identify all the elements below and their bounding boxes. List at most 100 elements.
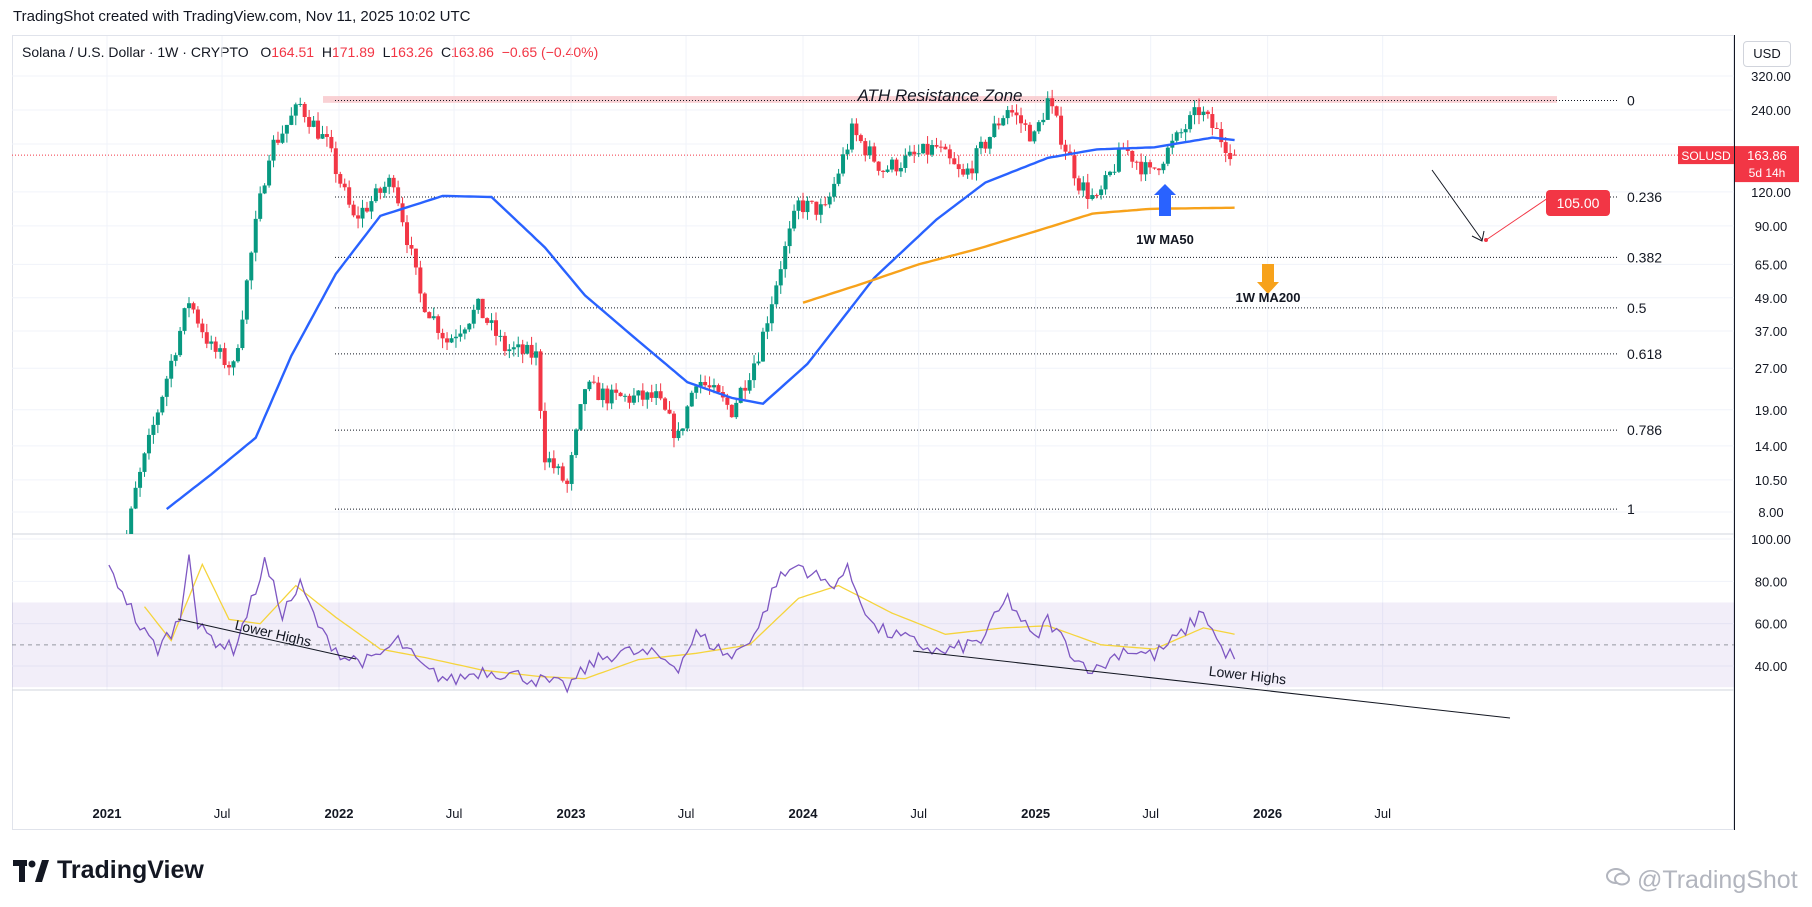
candle-body bbox=[195, 309, 200, 324]
candle-body bbox=[316, 120, 321, 139]
candle-body bbox=[480, 298, 485, 319]
ma50-label: 1W MA50 bbox=[1136, 232, 1194, 247]
candle-body bbox=[1081, 182, 1086, 191]
candle-body bbox=[618, 392, 623, 397]
fib-level-label: 0.236 bbox=[1627, 189, 1662, 205]
candle-body bbox=[845, 149, 850, 155]
candle-body bbox=[222, 348, 227, 366]
candle-body bbox=[1108, 171, 1113, 176]
candle-body bbox=[1201, 111, 1206, 116]
price-tag: 163.86 bbox=[1747, 148, 1787, 163]
candle-body bbox=[1196, 107, 1201, 116]
candle-body bbox=[787, 228, 792, 247]
time-tick-label: 2023 bbox=[557, 806, 586, 821]
candle-body bbox=[654, 391, 659, 398]
candle-body bbox=[774, 285, 779, 305]
fib-level-label: 1 bbox=[1627, 501, 1635, 517]
candle-body bbox=[125, 536, 129, 563]
candle-body bbox=[965, 168, 970, 175]
candle-body bbox=[1130, 150, 1135, 162]
candle-body bbox=[925, 143, 930, 155]
symbol-name[interactable]: Solana / U.S. Dollar · 1W · CRYPTO bbox=[22, 44, 249, 60]
candle-body bbox=[885, 169, 890, 172]
rsi-ma-line bbox=[143, 562, 1235, 680]
candle-body bbox=[658, 391, 663, 399]
price-tick-label: 65.00 bbox=[1755, 257, 1788, 272]
ath-zone-label: ATH Resistance Zone bbox=[856, 86, 1022, 105]
candle-body bbox=[600, 388, 605, 401]
candle-body bbox=[204, 332, 209, 344]
candle-body bbox=[240, 319, 245, 349]
candle-body bbox=[1072, 155, 1077, 179]
candle-body bbox=[1054, 106, 1059, 116]
candle-body bbox=[952, 158, 957, 165]
chat-bubble-icon bbox=[1605, 866, 1631, 895]
candle-body bbox=[1001, 118, 1006, 126]
candle-body bbox=[921, 143, 926, 154]
candle-body bbox=[422, 293, 427, 313]
candle-body bbox=[978, 141, 983, 149]
target-label: 105.00 bbox=[1557, 195, 1600, 211]
candle-body bbox=[636, 390, 641, 396]
fib-level-label: 0.786 bbox=[1627, 422, 1662, 438]
candle-body bbox=[369, 201, 374, 212]
candle-body bbox=[970, 168, 975, 174]
candle-body bbox=[1059, 115, 1064, 145]
candle-body bbox=[547, 458, 552, 463]
candle-body bbox=[311, 120, 316, 127]
time-tick-label: Jul bbox=[1374, 806, 1391, 821]
candle-body bbox=[418, 267, 423, 294]
price-tick-label: 8.00 bbox=[1758, 505, 1783, 520]
price-tick-label: 37.00 bbox=[1755, 324, 1788, 339]
ma50-arrow-icon bbox=[1154, 184, 1176, 216]
candle-body bbox=[1116, 147, 1121, 172]
candle-body bbox=[876, 161, 881, 171]
candle-body bbox=[1139, 161, 1144, 175]
candle-body bbox=[209, 341, 214, 344]
rsi-tick-label: 80.00 bbox=[1755, 574, 1788, 589]
candle-body bbox=[907, 151, 912, 156]
lower-highs-trendline-1 bbox=[177, 618, 357, 660]
candle-body bbox=[827, 196, 832, 205]
ma200-label: 1W MA200 bbox=[1235, 290, 1300, 305]
candle-body bbox=[1010, 110, 1015, 113]
candle-body bbox=[765, 323, 770, 332]
candle-body bbox=[409, 245, 414, 249]
candle-body bbox=[1063, 144, 1068, 152]
candle-body bbox=[244, 280, 249, 320]
projection-line-down bbox=[1431, 169, 1483, 241]
candle-body bbox=[173, 355, 178, 361]
candle-body bbox=[471, 309, 476, 324]
time-tick-label: Jul bbox=[446, 806, 463, 821]
currency-button[interactable]: USD bbox=[1743, 41, 1791, 67]
candle-body bbox=[836, 173, 841, 184]
candle-body bbox=[680, 428, 685, 431]
brand-logo: TradingView bbox=[13, 856, 204, 885]
candle-body bbox=[881, 170, 886, 172]
candle-body bbox=[231, 361, 236, 368]
chart-credit: TradingShot created with TradingView.com… bbox=[13, 8, 471, 25]
candle-body bbox=[373, 188, 378, 202]
candle-body bbox=[307, 117, 312, 127]
candle-body bbox=[1094, 195, 1099, 197]
fib-level-label: 0.382 bbox=[1627, 249, 1662, 265]
candles-group bbox=[125, 89, 1237, 563]
candle-body bbox=[498, 335, 503, 337]
low-label: L bbox=[382, 44, 391, 60]
price-axis-panel[interactable] bbox=[1734, 35, 1800, 830]
candle-body bbox=[182, 308, 187, 331]
candle-body bbox=[489, 320, 494, 323]
candle-body bbox=[943, 146, 948, 150]
candle-body bbox=[356, 215, 361, 219]
time-tick-label: 2026 bbox=[1253, 806, 1282, 821]
candle-body bbox=[1027, 124, 1032, 142]
candle-body bbox=[387, 177, 392, 187]
candle-body bbox=[609, 389, 614, 404]
candle-body bbox=[164, 378, 169, 397]
candle-body bbox=[1036, 122, 1041, 132]
candle-body bbox=[769, 304, 774, 324]
candle-body bbox=[1210, 114, 1215, 129]
candle-body bbox=[324, 134, 329, 137]
candle-body bbox=[551, 458, 556, 469]
